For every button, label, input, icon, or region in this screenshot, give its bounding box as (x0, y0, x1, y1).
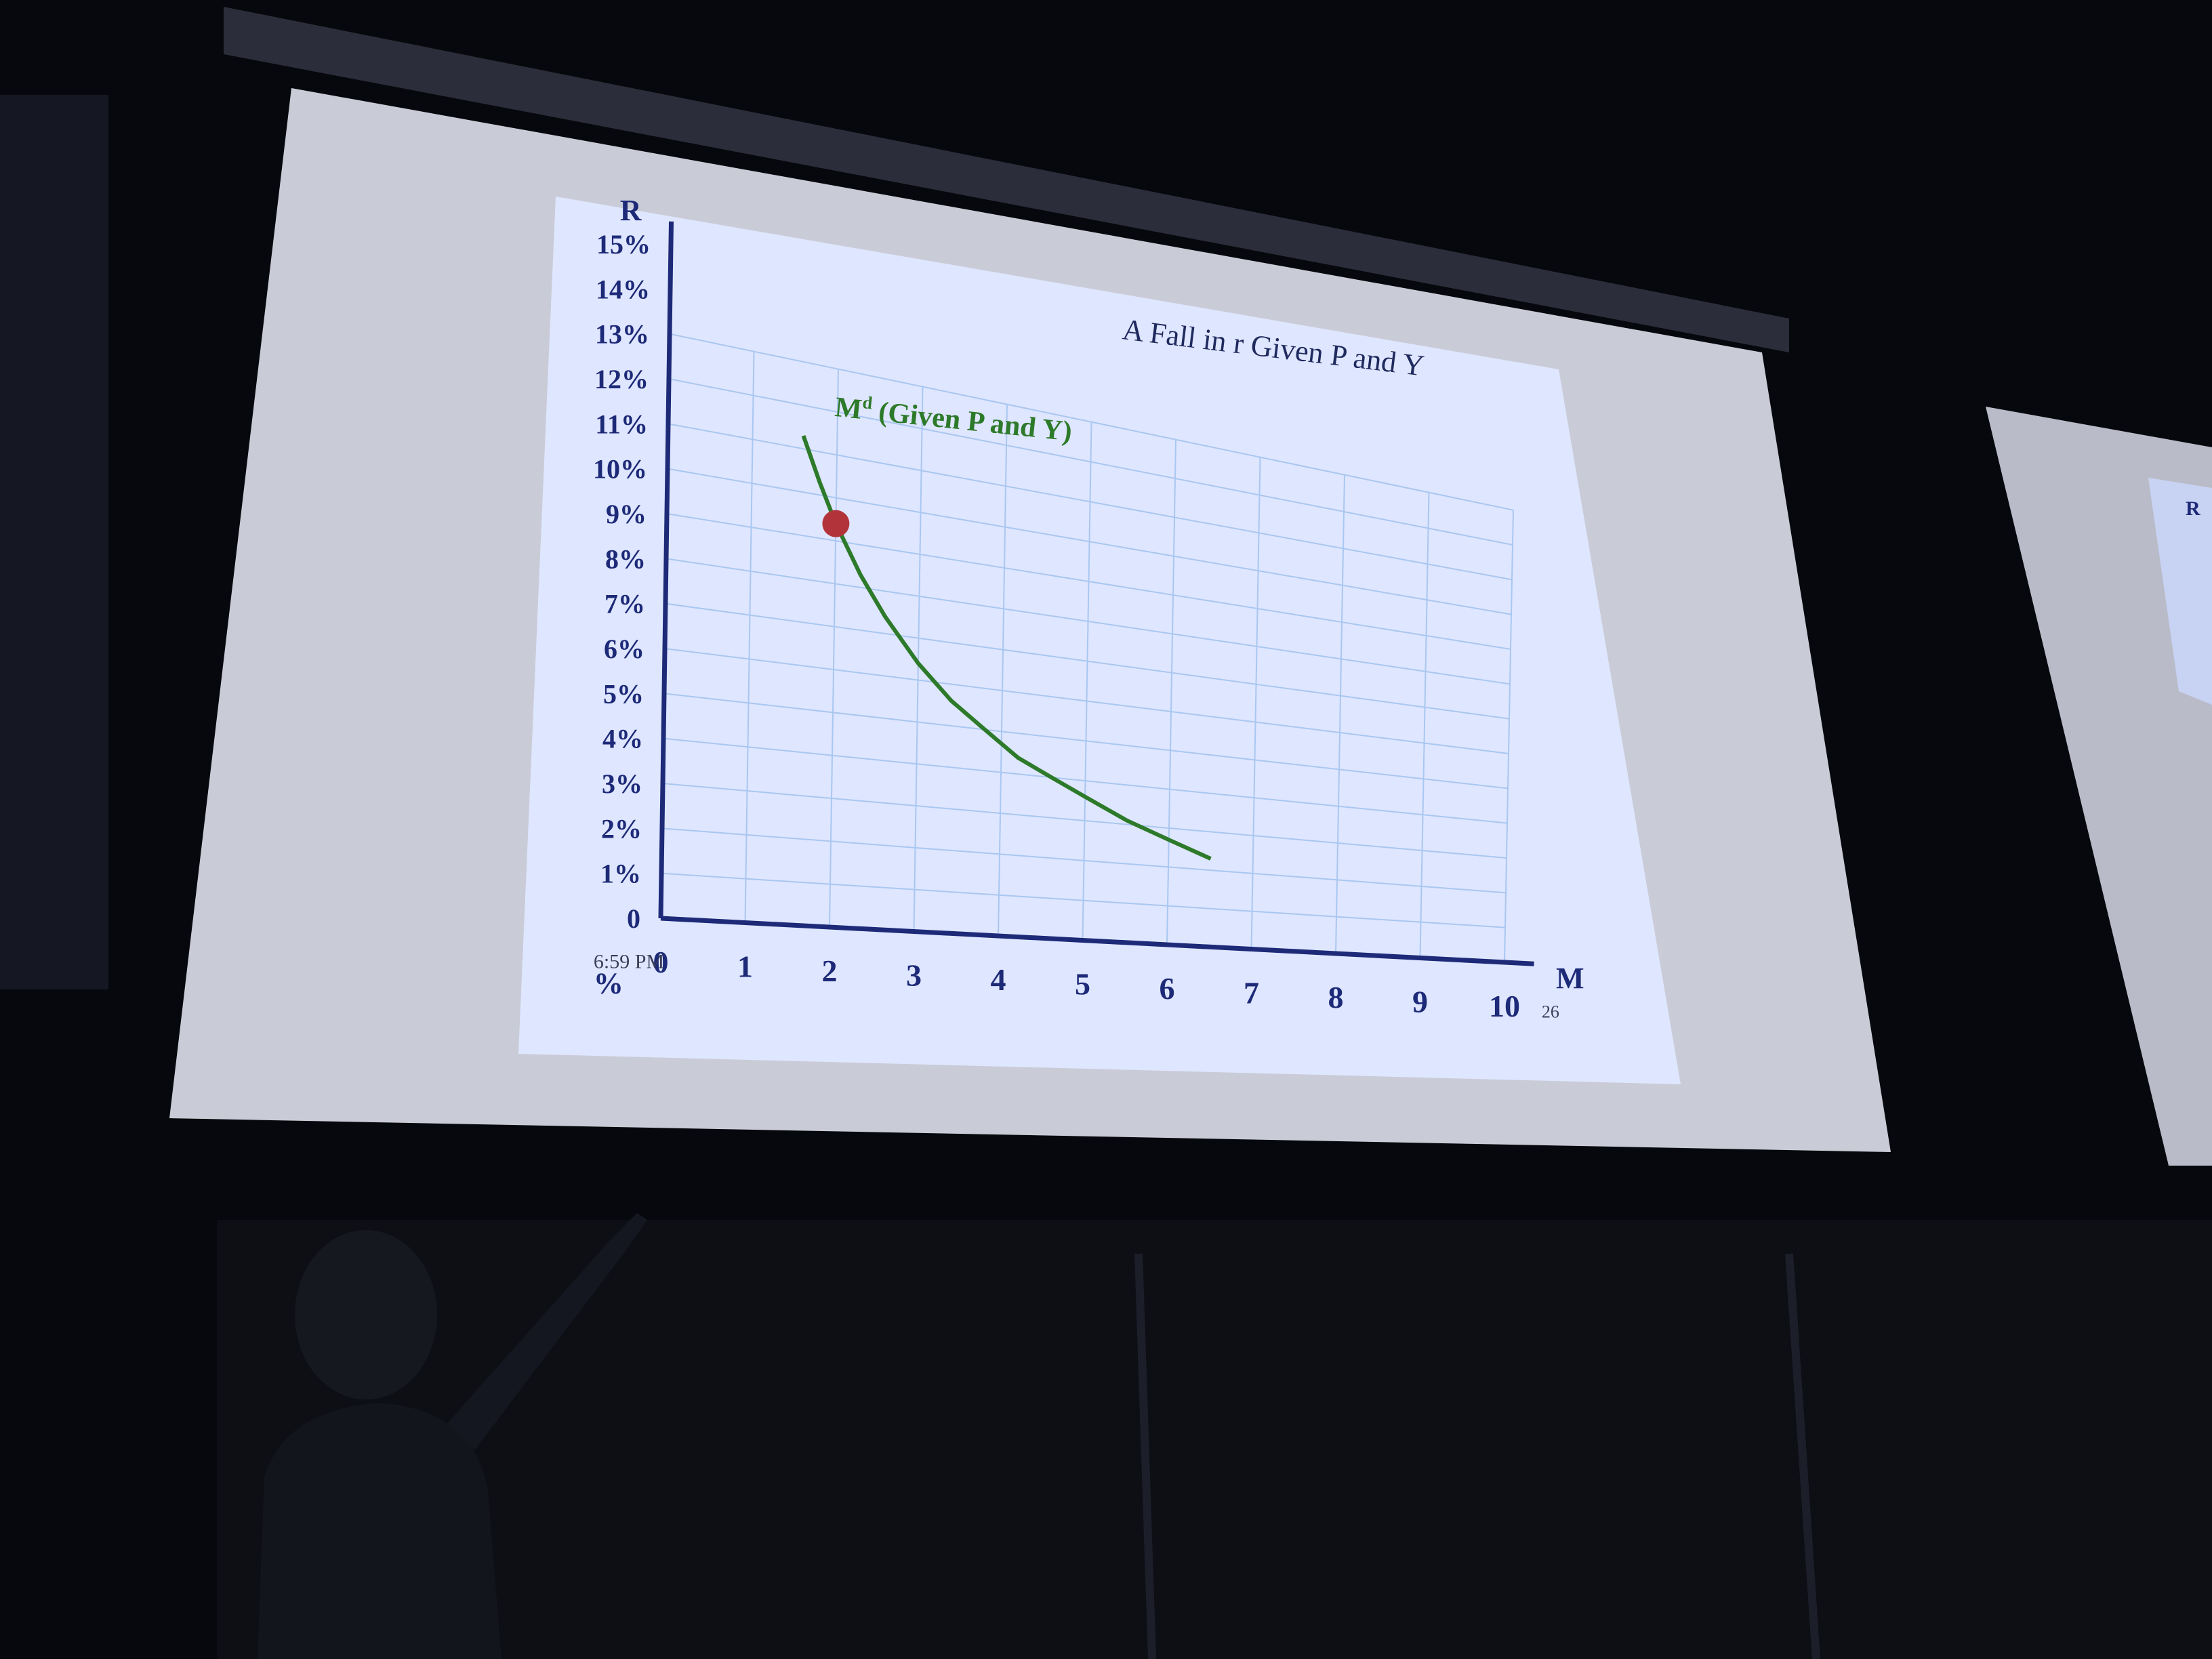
x-axis-line (660, 916, 1534, 966)
y-tick-label: 8% (605, 544, 646, 574)
x-tick-label: 6 (1160, 971, 1175, 1006)
screen-housing (224, 7, 1789, 352)
series-label-base: M (834, 392, 863, 426)
x-tick-label: 7 (1244, 976, 1259, 1010)
y-tick-label: 10% (593, 454, 647, 485)
x-tick-label: 8 (1328, 980, 1344, 1015)
grid-line-horizontal (663, 737, 1508, 824)
presenter-silhouette (258, 1213, 647, 1659)
highlight-point (822, 510, 850, 537)
grid-line-vertical (744, 351, 755, 923)
y-tick-label: 2% (601, 813, 642, 844)
slide-number: 26 (1542, 1002, 1559, 1021)
grid-line-vertical (1335, 474, 1345, 954)
adjacent-slide-text: R (2186, 497, 2200, 520)
grid-line-horizontal (668, 378, 1513, 546)
x-tick-label: 9 (1412, 985, 1428, 1019)
y-tick-label: 1% (600, 859, 641, 889)
y-tick-label: 0 (627, 903, 640, 934)
grid-line-vertical (1504, 510, 1514, 963)
y-tick-label: 5% (603, 678, 644, 709)
grid-line-horizontal (669, 333, 1514, 511)
chalkboard-divider-2 (1785, 1253, 1820, 1659)
adjacent-screen (1986, 407, 2212, 1166)
y-axis-title: R (620, 194, 642, 227)
grid-line-vertical (913, 386, 924, 932)
slide (518, 197, 1681, 1084)
y-tick-labels: 0 1% 2% 3% 4% 5% 6% 7% 8% 9% 10% 11% 12% 13% 14% 15% (593, 229, 651, 934)
grid-line-vertical (1166, 439, 1176, 945)
grid-line-horizontal (663, 693, 1509, 790)
grid-line-vertical (829, 369, 839, 928)
y-axis-line (658, 221, 674, 919)
x-tick-label: 3 (906, 958, 922, 993)
x-tick-label: 10 (1489, 989, 1520, 1023)
grid-line-horizontal (665, 602, 1510, 720)
y-tick-label: 15% (596, 229, 651, 260)
chalkboard-divider-1 (1134, 1253, 1156, 1659)
grid-line-horizontal (667, 468, 1512, 615)
grid-line-horizontal (662, 783, 1507, 859)
grid-line-vertical (1419, 492, 1430, 958)
chalkboard (217, 1220, 2212, 1659)
x-tick-labels: 0 1 2 3 4 5 6 7 8 9 10 (653, 945, 1521, 1023)
y-tick-label: 12% (594, 364, 649, 394)
grid-line-horizontal (664, 648, 1509, 754)
axis-layer (658, 221, 1534, 966)
y-tick-label: 11% (595, 409, 648, 439)
x-tick-label: 4 (991, 962, 1006, 997)
grid-line-horizontal (665, 558, 1511, 685)
origin-fragment: % (594, 967, 623, 1000)
x-tick-label: 2 (822, 954, 838, 988)
y-tick-label: 6% (604, 634, 644, 664)
series-label-sup: d (861, 392, 874, 413)
x-tick-label: 5 (1075, 967, 1090, 1002)
grid-layer (661, 333, 1514, 963)
timestamp-overlay: 6:59 PM (594, 951, 664, 973)
adjacent-slide (2148, 478, 2212, 705)
y-tick-label: 3% (602, 769, 642, 799)
left-wall-panel (0, 95, 108, 989)
y-tick-label: 7% (605, 589, 645, 619)
y-tick-label: 14% (596, 274, 650, 304)
y-tick-label: 4% (602, 724, 643, 754)
y-tick-label: 13% (595, 319, 649, 350)
grid-line-vertical (998, 404, 1008, 937)
grid-line-horizontal (661, 827, 1507, 894)
grid-line-vertical (1082, 422, 1092, 941)
grid-line-vertical (1250, 457, 1261, 949)
x-tick-label: 1 (737, 949, 753, 984)
points-layer (822, 510, 850, 537)
y-tick-label: 9% (606, 499, 647, 529)
grid-line-horizontal (661, 872, 1506, 928)
x-tick-label: 0 (653, 945, 669, 979)
grid-line-horizontal (666, 513, 1511, 650)
x-axis-title: M (1556, 962, 1584, 995)
